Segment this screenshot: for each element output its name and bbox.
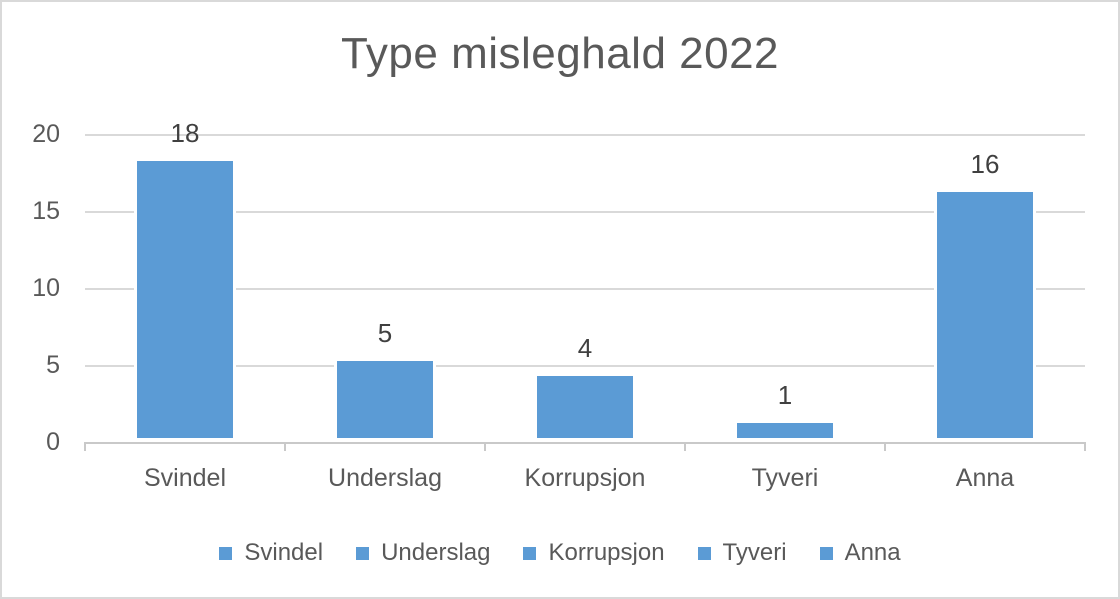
legend-marker-icon <box>697 546 711 560</box>
x-axis-line <box>85 442 1085 444</box>
legend-item: Underslag <box>356 538 490 568</box>
x-axis-label: Anna <box>955 464 1015 492</box>
legend-item: Svindel <box>219 538 323 568</box>
legend-label: Underslag <box>381 539 491 566</box>
legend-marker-icon <box>219 546 233 560</box>
data-label: 4 <box>577 333 593 363</box>
bar-korrupsjon <box>537 376 633 438</box>
legend-item: Korrupsjon <box>523 538 665 568</box>
y-axis-tick-label: 15 <box>32 197 60 225</box>
x-axis-tick-mark <box>1084 442 1086 451</box>
legend-label: Tyveri <box>722 539 787 566</box>
bar-svindel <box>137 161 233 438</box>
x-axis-label: Svindel <box>144 464 226 492</box>
data-label: 16 <box>970 149 1000 179</box>
gridline <box>85 211 1085 213</box>
legend-label: Korrupsjon <box>548 539 665 566</box>
y-axis-tick-label: 0 <box>46 428 60 456</box>
legend-item: Anna <box>819 538 901 568</box>
gridline <box>85 134 1085 136</box>
data-label: 5 <box>377 318 393 348</box>
x-axis-label: Tyveri <box>751 464 819 492</box>
legend-label: Anna <box>844 539 901 566</box>
data-label: 1 <box>777 380 793 410</box>
x-axis-label: Korrupsjon <box>524 464 646 492</box>
x-axis-tick-mark <box>84 442 86 451</box>
y-axis-tick-label: 20 <box>32 120 60 148</box>
y-axis-tick-label: 5 <box>46 351 60 379</box>
bar-anna <box>937 192 1033 438</box>
gridline <box>85 288 1085 290</box>
x-axis-tick-mark <box>884 442 886 451</box>
legend-item: Tyveri <box>697 538 787 568</box>
legend-label: Svindel <box>244 539 324 566</box>
legend-marker-icon <box>356 546 370 560</box>
chart-title: Type misleghald 2022 <box>340 29 780 78</box>
bar-underslag <box>337 361 433 438</box>
legend: Svindel Underslag Korrupsjon Tyveri Anna <box>2 538 1118 568</box>
y-axis-tick-label: 10 <box>32 274 60 302</box>
x-axis-tick-mark <box>684 442 686 451</box>
data-label: 18 <box>170 118 200 148</box>
x-axis-label: Underslag <box>328 464 442 492</box>
legend-marker-icon <box>523 546 537 560</box>
x-axis-tick-mark <box>284 442 286 451</box>
gridline <box>85 365 1085 367</box>
legend-marker-icon <box>819 546 833 560</box>
x-axis-tick-mark <box>484 442 486 451</box>
bar-tyveri <box>737 423 833 438</box>
